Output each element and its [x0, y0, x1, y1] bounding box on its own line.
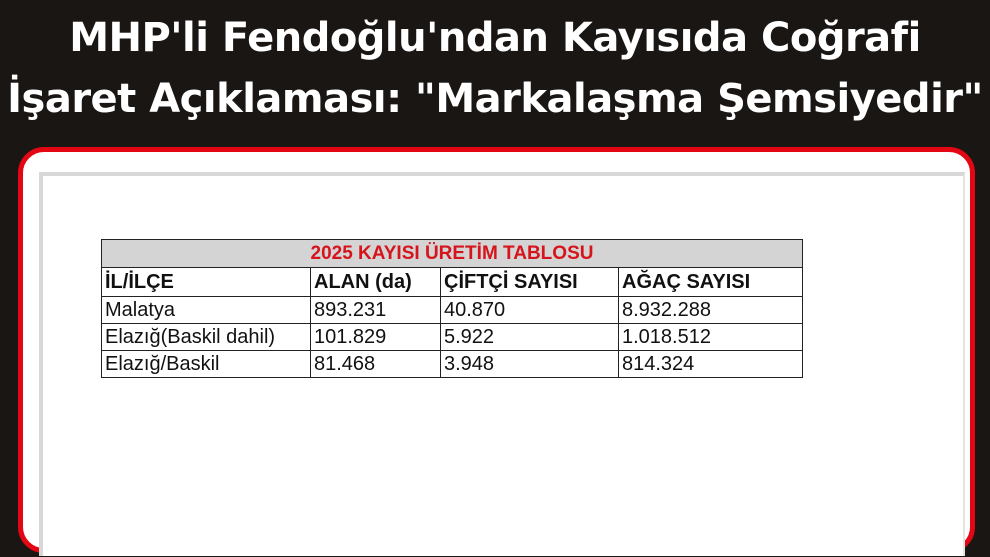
table-title-row: 2025 KAYISI ÜRETİM TABLOSU [101, 239, 803, 268]
table-row: Elazığ/Baskil 81.468 3.948 814.324 [101, 350, 803, 378]
cell: 81.468 [310, 350, 441, 378]
headline: MHP'li Fendoğlu'ndan Kayısıda Coğrafi İş… [0, 8, 990, 130]
production-table: 2025 KAYISI ÜRETİM TABLOSU İL/İLÇE ALAN … [101, 239, 803, 378]
cell: 3.948 [440, 350, 619, 378]
table-title: 2025 KAYISI ÜRETİM TABLOSU [101, 239, 803, 268]
headline-line-2: İşaret Açıklaması: "Markalaşma Şemsiyedi… [7, 76, 983, 122]
cell: 40.870 [440, 296, 619, 324]
header-alan: ALAN (da) [310, 267, 441, 297]
cell: Elazığ/Baskil [101, 350, 311, 378]
image-frame: 2025 KAYISI ÜRETİM TABLOSU İL/İLÇE ALAN … [18, 147, 975, 556]
table-row: Malatya 893.231 40.870 8.932.288 [101, 296, 803, 324]
cell: 1.018.512 [618, 323, 803, 351]
cell: Malatya [101, 296, 311, 324]
header-agac-sayisi: AĞAÇ SAYISI [618, 267, 803, 297]
cell: 814.324 [618, 350, 803, 378]
cell: 893.231 [310, 296, 441, 324]
header-il-ilce: İL/İLÇE [101, 267, 311, 297]
cell: 101.829 [310, 323, 441, 351]
header-ciftci-sayisi: ÇİFTÇİ SAYISI [440, 267, 619, 297]
cell: 5.922 [440, 323, 619, 351]
cell: 8.932.288 [618, 296, 803, 324]
cell: Elazığ(Baskil dahil) [101, 323, 311, 351]
headline-line-1: MHP'li Fendoğlu'ndan Kayısıda Coğrafi [69, 15, 921, 61]
table-row: Elazığ(Baskil dahil) 101.829 5.922 1.018… [101, 323, 803, 351]
table-header-row: İL/İLÇE ALAN (da) ÇİFTÇİ SAYISI AĞAÇ SAY… [101, 267, 803, 297]
